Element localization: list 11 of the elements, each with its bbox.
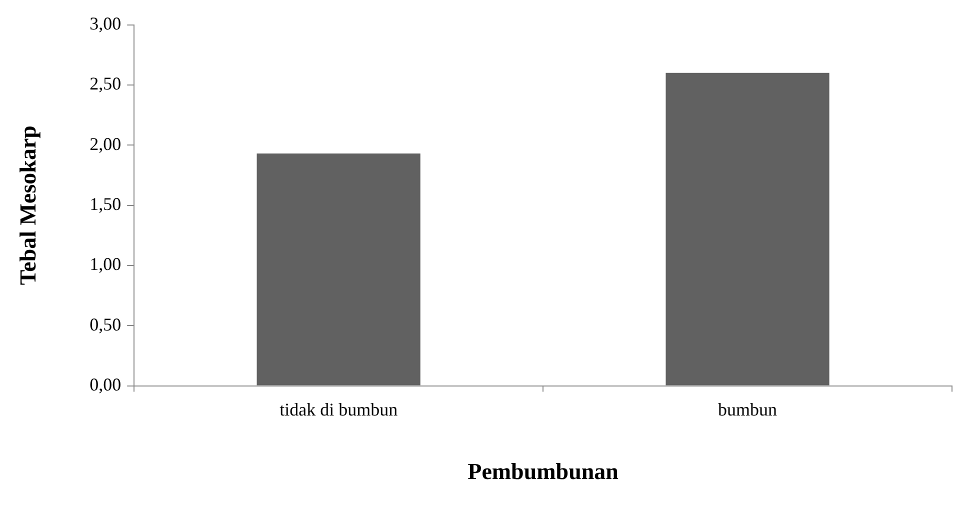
y-tick-label: 2,00 — [90, 134, 122, 154]
x-tick-label: bumbun — [718, 399, 778, 420]
y-tick-label: 3,00 — [90, 14, 122, 34]
y-tick-label: 0,50 — [90, 314, 122, 334]
y-axis-title: Tebal Mesokarp — [16, 126, 41, 286]
y-tick-label: 1,50 — [90, 194, 122, 214]
y-tick-label: 2,50 — [90, 74, 122, 94]
y-tick-label: 0,00 — [90, 374, 122, 395]
y-tick-label: 1,00 — [90, 254, 122, 274]
x-axis-title: Pembumbunan — [468, 459, 619, 484]
x-tick-label: tidak di bumbun — [280, 399, 398, 420]
